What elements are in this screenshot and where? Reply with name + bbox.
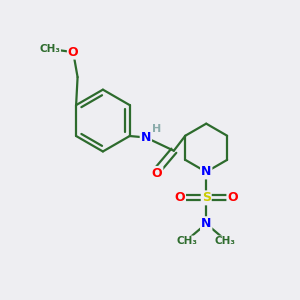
Text: N: N: [201, 217, 211, 230]
Text: O: O: [174, 191, 185, 204]
Text: N: N: [201, 165, 211, 178]
Text: H: H: [152, 124, 162, 134]
Text: O: O: [68, 46, 79, 59]
Text: CH₃: CH₃: [177, 236, 198, 246]
Text: O: O: [152, 167, 162, 180]
Text: CH₃: CH₃: [39, 44, 60, 54]
Text: CH₃: CH₃: [215, 236, 236, 246]
Text: N: N: [141, 131, 151, 144]
Text: S: S: [202, 191, 211, 204]
Text: O: O: [227, 191, 238, 204]
